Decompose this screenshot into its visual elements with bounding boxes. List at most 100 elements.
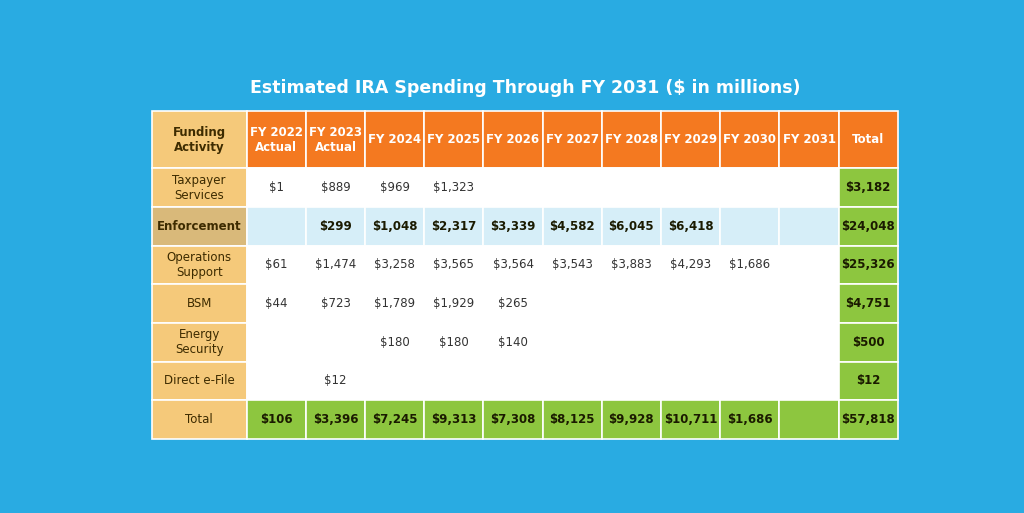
Text: $265: $265 — [498, 297, 528, 310]
Bar — [779, 400, 839, 439]
Text: $10,711: $10,711 — [664, 413, 717, 426]
Bar — [365, 111, 424, 168]
Bar — [602, 362, 662, 400]
Text: $140: $140 — [498, 336, 528, 349]
Text: Direct e-File: Direct e-File — [164, 374, 234, 387]
Bar — [483, 168, 543, 207]
Bar — [483, 323, 543, 362]
Text: Operations
Support: Operations Support — [167, 251, 231, 279]
Text: FY 2023
Actual: FY 2023 Actual — [309, 126, 361, 153]
Text: $1,929: $1,929 — [433, 297, 474, 310]
Bar — [602, 323, 662, 362]
Bar — [662, 362, 720, 400]
Text: Enforcement: Enforcement — [157, 220, 242, 233]
Text: Taxpayer
Services: Taxpayer Services — [172, 173, 226, 202]
Bar — [779, 362, 839, 400]
Bar — [602, 246, 662, 284]
Text: $9,928: $9,928 — [608, 413, 654, 426]
Bar — [543, 168, 602, 207]
Bar — [152, 400, 247, 439]
Text: $1: $1 — [268, 181, 284, 194]
Bar — [306, 323, 365, 362]
Bar — [247, 323, 306, 362]
Bar — [543, 284, 602, 323]
Text: Funding
Activity: Funding Activity — [173, 126, 226, 153]
Text: $500: $500 — [852, 336, 885, 349]
Text: $3,564: $3,564 — [493, 259, 534, 271]
Bar — [839, 400, 898, 439]
Bar — [662, 400, 720, 439]
Text: $4,293: $4,293 — [670, 259, 712, 271]
Bar — [720, 284, 779, 323]
Text: $180: $180 — [439, 336, 469, 349]
Bar — [365, 362, 424, 400]
Bar — [720, 246, 779, 284]
Text: $7,245: $7,245 — [372, 413, 418, 426]
Text: FY 2031: FY 2031 — [782, 133, 836, 146]
Bar — [424, 207, 483, 246]
Text: $1,686: $1,686 — [727, 413, 773, 426]
Bar — [152, 168, 247, 207]
Bar — [483, 246, 543, 284]
Text: FY 2026: FY 2026 — [486, 133, 540, 146]
Bar — [839, 111, 898, 168]
Bar — [662, 168, 720, 207]
Bar — [152, 284, 247, 323]
Text: FY 2022
Actual: FY 2022 Actual — [250, 126, 303, 153]
Text: FY 2024: FY 2024 — [368, 133, 421, 146]
Bar — [152, 323, 247, 362]
Bar — [483, 284, 543, 323]
Bar — [306, 362, 365, 400]
Bar — [365, 207, 424, 246]
Bar — [306, 284, 365, 323]
Bar — [543, 246, 602, 284]
Bar — [424, 168, 483, 207]
Text: $969: $969 — [380, 181, 410, 194]
Bar — [662, 111, 720, 168]
Bar — [779, 207, 839, 246]
Bar — [152, 246, 247, 284]
Bar — [839, 246, 898, 284]
Bar — [602, 400, 662, 439]
Bar — [365, 323, 424, 362]
Text: $180: $180 — [380, 336, 410, 349]
Bar — [424, 323, 483, 362]
Bar — [720, 111, 779, 168]
Bar — [365, 246, 424, 284]
Text: FY 2027: FY 2027 — [546, 133, 599, 146]
Bar — [247, 207, 306, 246]
Text: $12: $12 — [325, 374, 347, 387]
Bar — [483, 362, 543, 400]
Bar — [543, 400, 602, 439]
Text: $6,418: $6,418 — [668, 220, 714, 233]
Bar — [247, 362, 306, 400]
Text: $3,883: $3,883 — [611, 259, 652, 271]
Bar — [779, 168, 839, 207]
Text: FY 2028: FY 2028 — [605, 133, 658, 146]
Bar — [602, 207, 662, 246]
Text: $7,308: $7,308 — [490, 413, 536, 426]
Bar — [602, 168, 662, 207]
Bar — [720, 207, 779, 246]
Bar — [602, 284, 662, 323]
Bar — [720, 323, 779, 362]
Bar — [543, 362, 602, 400]
Bar — [483, 111, 543, 168]
Bar — [306, 111, 365, 168]
Bar — [152, 111, 247, 168]
Bar — [662, 207, 720, 246]
Bar — [247, 400, 306, 439]
Bar — [424, 284, 483, 323]
Bar — [720, 362, 779, 400]
Bar — [152, 207, 247, 246]
Text: $4,751: $4,751 — [846, 297, 891, 310]
Text: $1,474: $1,474 — [314, 259, 356, 271]
Text: $3,182: $3,182 — [846, 181, 891, 194]
Text: FY 2030: FY 2030 — [723, 133, 776, 146]
Bar — [424, 246, 483, 284]
Bar — [365, 168, 424, 207]
Text: $61: $61 — [265, 259, 288, 271]
Text: $44: $44 — [265, 297, 288, 310]
Bar — [424, 362, 483, 400]
Bar — [365, 400, 424, 439]
